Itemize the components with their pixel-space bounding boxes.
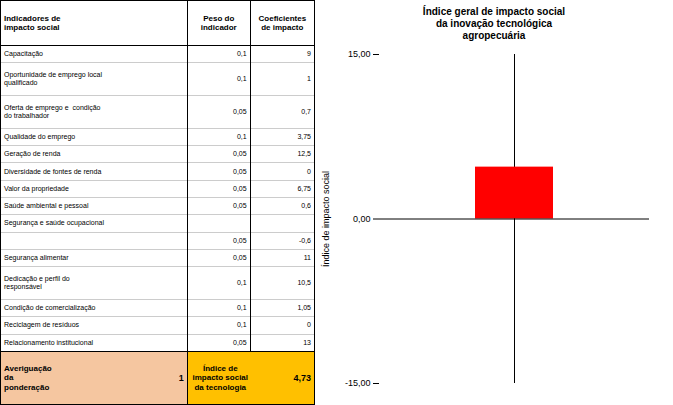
html-text:0,1: 0,1 (236, 304, 247, 312)
html-text:Índice de impacto social da te: Índice de impacto social da tecnologia (192, 364, 248, 392)
html-text:Oportunidade de emprego local: Oportunidade de emprego local qualificad… (4, 71, 103, 87)
html-text:3,75: 3,75 (297, 132, 311, 140)
html-text:11: 11 (303, 254, 311, 262)
html-text:Averiguação da ponderação: Averiguação da ponderação (4, 364, 52, 392)
html-text:0,1: 0,1 (236, 279, 247, 287)
html-text:0,05: 0,05 (233, 150, 247, 158)
html-text:10,5: 10,5 (297, 279, 311, 287)
html-text:0,05: 0,05 (233, 338, 247, 346)
html-text:0,05: 0,05 (233, 167, 247, 175)
html-text:12,5: 12,5 (297, 150, 311, 158)
html-text:0,05: 0,05 (233, 254, 247, 262)
html-text:Segurança e saúde ocupacional: Segurança e saúde ocupacional (4, 219, 104, 227)
html-text:0: 0 (307, 321, 311, 329)
html-text:Segurança alimentar: Segurança alimentar (4, 254, 69, 262)
svg-text:Índice de impacto social: Índice de impacto social (321, 171, 331, 267)
html-text:0,1: 0,1 (236, 132, 247, 140)
html-text:Índice geral de impacto social: Índice geral de impacto social da inovaç… (422, 6, 566, 41)
html-text:0,05: 0,05 (233, 236, 247, 244)
html-text:Capacitação: Capacitação (4, 50, 43, 58)
html-text:Condição de comercialização: Condição de comercialização (4, 304, 96, 312)
html-text:Qualidade do emprego: Qualidade do emprego (4, 132, 76, 140)
html-text:Dedicação e perfil do responsá: Dedicação e perfil do responsável (4, 275, 70, 291)
html-text:0,05: 0,05 (233, 202, 247, 210)
html-text:0,1: 0,1 (236, 321, 247, 329)
html-text:Reciclagem de resíduos: Reciclagem de resíduos (4, 321, 80, 329)
html-text:0,05: 0,05 (233, 184, 247, 192)
html-text:0,1: 0,1 (236, 50, 247, 58)
html-text:0,7: 0,7 (301, 107, 311, 115)
svg-text:-15,00: -15,00 (345, 378, 371, 388)
html-text:Geração de renda: Geração de renda (4, 150, 61, 158)
html-text:-0,6: -0,6 (298, 236, 311, 244)
html-text:0: 0 (307, 167, 311, 175)
html-text:0,05: 0,05 (233, 107, 247, 115)
svg-text:15,00: 15,00 (348, 49, 371, 59)
html-text:Diversidade de fontes de renda: Diversidade de fontes de renda (4, 167, 102, 175)
html-text:4,73: 4,73 (293, 372, 311, 383)
html-text:0,1: 0,1 (236, 75, 247, 83)
html-text:Coeficientes de impacto: Coeficientes de impacto (258, 13, 307, 32)
html-text:6,75: 6,75 (297, 184, 311, 192)
html-text:Valor da propriedade: Valor da propriedade (4, 184, 69, 192)
html-text:Peso do indicador: Peso do indicador (200, 13, 237, 32)
html-text:Relacionamento institucional: Relacionamento institucional (4, 338, 94, 346)
html-text:Saúde ambiental e pessoal: Saúde ambiental e pessoal (4, 202, 89, 210)
html-text:1: 1 (307, 75, 311, 83)
html-text:1,05: 1,05 (297, 304, 311, 312)
html-text:0,6: 0,6 (301, 202, 311, 210)
html-text:Oferta de emprego e condição d: Oferta de emprego e condição do trabalha… (4, 103, 101, 119)
html-text:9: 9 (307, 50, 311, 58)
html-text:Indicadores de impacto social: Indicadores de impacto social (4, 13, 61, 32)
svg-text:0,00: 0,00 (353, 214, 371, 224)
html-text:13: 13 (303, 338, 311, 346)
html-text:1: 1 (178, 372, 184, 383)
